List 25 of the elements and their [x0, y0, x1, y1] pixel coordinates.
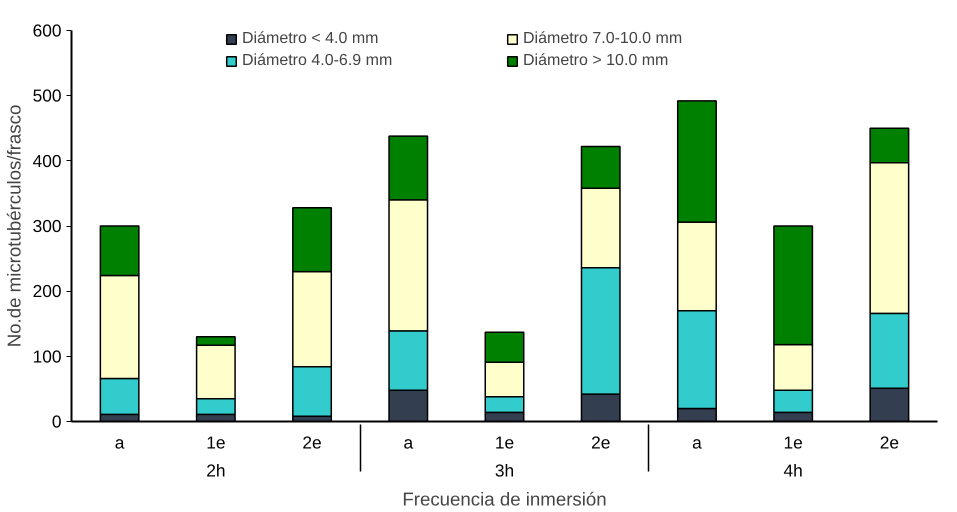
x-tick-label: a: [692, 432, 702, 452]
legend-label: Diámetro < 4.0 mm: [242, 30, 380, 48]
y-tick-label: 200: [32, 281, 62, 302]
x-tick-label: 2e: [302, 432, 322, 452]
y-tick-label: 600: [32, 20, 62, 40]
x-tick-label: 2e: [591, 432, 610, 452]
legend-label: Diámetro > 10.0 mm: [523, 52, 670, 70]
y-axis-title: No.de microtubérculos/frasco: [4, 104, 25, 348]
x-tick-label: 1e: [494, 432, 514, 452]
text: 3h: [494, 460, 514, 480]
y-tick-label: 500: [32, 86, 62, 106]
legend-label: Diámetro 4.0-6.9 mm: [242, 52, 394, 70]
x-tick-label: 1e: [206, 432, 226, 452]
y-tick-label: 300: [32, 216, 62, 236]
y-tick-label: 400: [32, 150, 62, 171]
text: 4h: [784, 460, 803, 480]
y-tick-label: 100: [32, 346, 62, 366]
x-tick-label: 1e: [784, 432, 803, 452]
x-tick-label: 2e: [880, 432, 900, 452]
text: 2h: [206, 460, 226, 480]
x-tick-label: a: [114, 432, 125, 452]
x-axis-title: Frecuencia de inmersión: [402, 488, 607, 510]
legend-label: Diámetro 7.0-10.0 mm: [523, 30, 684, 48]
x-tick-label: a: [403, 432, 414, 452]
y-tick-label: 0: [52, 412, 62, 432]
